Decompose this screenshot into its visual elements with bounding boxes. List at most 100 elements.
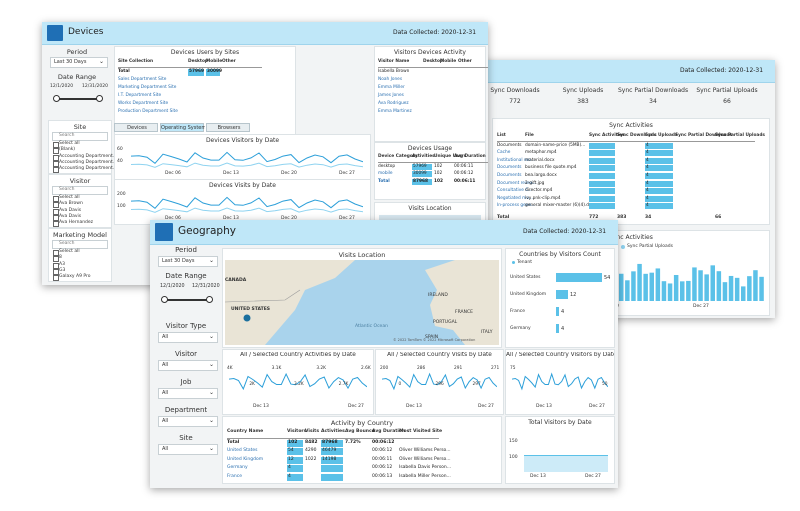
bar — [556, 307, 559, 316]
cell-bar — [287, 465, 303, 472]
table-cell: France — [227, 473, 242, 479]
report-icon — [155, 223, 173, 241]
visitors-card: Visitors Devices Activity Visitor Name Des… — [374, 46, 488, 142]
search-placeholder: Search — [59, 241, 75, 246]
column-header: Avg Duration — [372, 429, 406, 434]
cell-bar — [589, 150, 615, 157]
dropdown-value: All — [162, 446, 169, 452]
table-cell: desktop — [378, 163, 396, 169]
table-cell: 8482 — [305, 439, 318, 445]
point-label: 0 — [398, 382, 402, 387]
table-cell: Oliver Williams Perso... — [399, 448, 451, 453]
checkbox — [53, 208, 59, 215]
bar — [698, 270, 703, 301]
cell-bar — [412, 163, 432, 170]
line-chart-card: All / Selected Country Activities by Dat… — [222, 349, 374, 415]
header-rule — [227, 437, 439, 439]
data-collected: Data Collected: 2020-12-31 — [523, 228, 607, 235]
tab-label: Devices — [127, 125, 147, 131]
total-cell: 34 — [645, 215, 652, 220]
column-header: Unique Users — [434, 154, 467, 159]
table-cell: Cache — [497, 150, 511, 156]
table-cell: 4 — [646, 180, 649, 186]
trend-line — [512, 372, 608, 391]
chart-area — [131, 196, 363, 213]
table-cell: Isabella Davis Person... — [399, 465, 452, 470]
x-tick-label: Dec 13 — [223, 216, 239, 221]
bar — [556, 290, 568, 299]
trend-line — [229, 372, 367, 391]
slicer-label: Period — [66, 48, 88, 56]
x-tick-label: Dec 27 — [585, 474, 601, 479]
table-cell: Ava Rodriguez — [378, 101, 409, 106]
x-tick-label: Dec 20 — [281, 171, 297, 176]
point-label: 297 — [472, 382, 481, 387]
slicer-label: Site — [179, 434, 193, 442]
table-cell: 57969 — [189, 69, 204, 74]
list-slicer: Visitor Search Select all Ava Brown Ava Davi… — [48, 174, 112, 228]
table-cell: ivy pnk-clip.mp4 — [525, 195, 561, 201]
cell-bar — [206, 69, 220, 76]
table-cell: Isabella Brown — [378, 69, 410, 74]
table-cell: Sales Department Site — [118, 77, 167, 82]
table-cell: 1022 — [305, 456, 317, 462]
bar — [704, 274, 709, 301]
card-title: All / Selected Country Visits by Date — [387, 352, 492, 358]
table-cell: material.docx — [525, 157, 555, 163]
table-cell: 00:06:12 — [372, 439, 395, 445]
checkbox — [53, 160, 59, 167]
column-header: Mobile — [206, 59, 223, 64]
chart-area — [512, 372, 608, 391]
cell-bar — [589, 195, 615, 202]
map-label: Atlantic Ocean — [355, 324, 388, 329]
point-label: 50 — [602, 382, 608, 387]
checkbox — [53, 148, 59, 155]
card-title: Countries by Visitors Count — [519, 251, 601, 258]
map-label: UNITED STATES — [231, 307, 271, 312]
table-cell: 00:06:11 — [454, 163, 474, 169]
table-cell: United Kingdom — [227, 456, 264, 462]
point-label: 3.1K — [271, 366, 282, 371]
dropdown: All ⌄ — [158, 332, 218, 343]
slicer-item: Ava Davis — [59, 207, 82, 213]
slicer-label: Date Range — [165, 272, 207, 280]
sites-card: Devices Users by Sites Site Collection Des… — [114, 46, 296, 142]
slicer-item: Ava Davis — [59, 213, 82, 219]
table-cell: 4 — [646, 173, 649, 178]
bar — [556, 324, 559, 333]
table-cell: 4 — [288, 465, 291, 470]
total-cell: 383 — [617, 215, 627, 220]
bar-value: 4 — [561, 326, 565, 332]
line-chart-card: All / Selected Country Visitors by Date 7… — [505, 349, 615, 415]
point-label: 4K — [227, 366, 233, 371]
tab[interactable]: Operating System — [160, 123, 205, 132]
cell-bar — [589, 188, 615, 195]
sync-table-card: Sync Activities List File Sync Activities Sy… — [492, 118, 770, 225]
card-title: Total Visitors by Date — [528, 419, 592, 426]
table-cell: 57969 — [413, 163, 427, 169]
chart-area — [131, 151, 363, 168]
table-cell: 00:06:12 — [372, 448, 393, 453]
countries-card: Countries by Visitors Count Tenant United … — [505, 248, 615, 348]
slicer-item: Select all — [59, 141, 80, 146]
tab[interactable]: Devices — [114, 123, 158, 132]
bar — [625, 280, 630, 301]
slicer-item: Ava Hernandez — [59, 220, 94, 226]
point-label: 286 — [417, 366, 426, 371]
dropdown: Last 30 Days ⌄ — [158, 256, 218, 267]
point-label: 3.2K — [316, 366, 326, 371]
page-title: Geography — [178, 225, 236, 238]
table-cell: In-process gene... — [497, 203, 536, 209]
point-label: 75 — [510, 366, 516, 371]
cell-bar — [589, 203, 615, 210]
y-tick-label: 60 — [117, 147, 123, 152]
tab[interactable]: Browsers — [206, 123, 250, 132]
bar-label: France — [510, 309, 525, 314]
cell-bar — [589, 165, 615, 172]
slicer-item: Ava Brown — [59, 201, 83, 207]
point-label: 2K — [249, 382, 255, 387]
dropdown-value: All — [162, 418, 169, 424]
table-cell: Works Department Site — [118, 101, 169, 106]
map-label: SPAIN — [425, 335, 439, 340]
table-cell: 30099 — [413, 171, 427, 176]
